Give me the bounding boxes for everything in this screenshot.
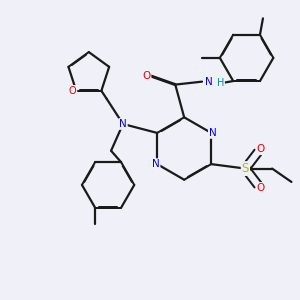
- Text: N: N: [152, 159, 160, 169]
- Text: N: N: [119, 119, 127, 129]
- Text: O: O: [257, 144, 265, 154]
- Text: N: N: [209, 128, 217, 138]
- Text: H: H: [217, 78, 224, 88]
- Text: N: N: [205, 76, 212, 87]
- Text: O: O: [257, 183, 265, 193]
- Text: O: O: [142, 71, 151, 81]
- Text: S: S: [242, 162, 249, 175]
- Text: O: O: [69, 86, 76, 96]
